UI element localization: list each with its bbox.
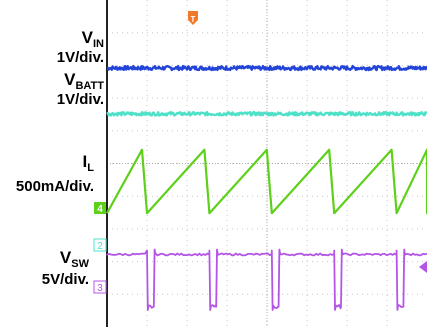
series-label-vin: VIN 1V/div. bbox=[57, 28, 104, 66]
trigger-level-arrow bbox=[419, 261, 427, 273]
vbatt-trace bbox=[106, 111, 427, 117]
series-label-vbatt: VBATT 1V/div. bbox=[57, 70, 105, 108]
channel-marker-vsw: 3 bbox=[93, 280, 107, 294]
trigger-marker-label: T bbox=[191, 15, 196, 24]
vin-label-sub: IN bbox=[93, 38, 104, 50]
vbatt-scale-label: 1V/div. bbox=[57, 91, 104, 108]
series-label-il: IL 500mA/div. bbox=[16, 152, 94, 195]
channel-marker-il-text: 4 bbox=[97, 204, 103, 215]
vsw-scale-label: 5V/div. bbox=[42, 271, 89, 288]
svg-text:VBATT: VBATT bbox=[64, 70, 104, 92]
il-trace bbox=[106, 148, 427, 215]
channel-marker-vbatt-text: 2 bbox=[97, 241, 103, 252]
il-label-main: I bbox=[83, 152, 88, 171]
svg-text:IL: IL bbox=[83, 152, 95, 174]
vbatt-label-main: V bbox=[64, 70, 76, 89]
channel-marker-il: 4 bbox=[94, 202, 106, 215]
channel-marker-vbatt: 2 bbox=[93, 238, 107, 252]
series-label-vsw: VSW 5V/div. bbox=[42, 248, 90, 288]
vin-scale-label: 1V/div. bbox=[57, 49, 104, 66]
il-scale-label: 500mA/div. bbox=[16, 178, 94, 195]
svg-text:VIN: VIN bbox=[82, 28, 104, 50]
vsw-trace bbox=[106, 248, 427, 311]
vsw-label-main: V bbox=[60, 248, 72, 267]
il-label-sub: L bbox=[87, 162, 94, 174]
trace-area bbox=[106, 64, 427, 311]
channel-marker-vsw-text: 3 bbox=[97, 283, 103, 294]
vin-label-main: V bbox=[82, 28, 94, 47]
svg-text:VSW: VSW bbox=[60, 248, 90, 270]
trigger-marker: T bbox=[188, 11, 198, 25]
vbatt-label-sub: BATT bbox=[75, 80, 104, 92]
vin-trace bbox=[106, 64, 427, 72]
vsw-label-sub: SW bbox=[71, 258, 89, 270]
